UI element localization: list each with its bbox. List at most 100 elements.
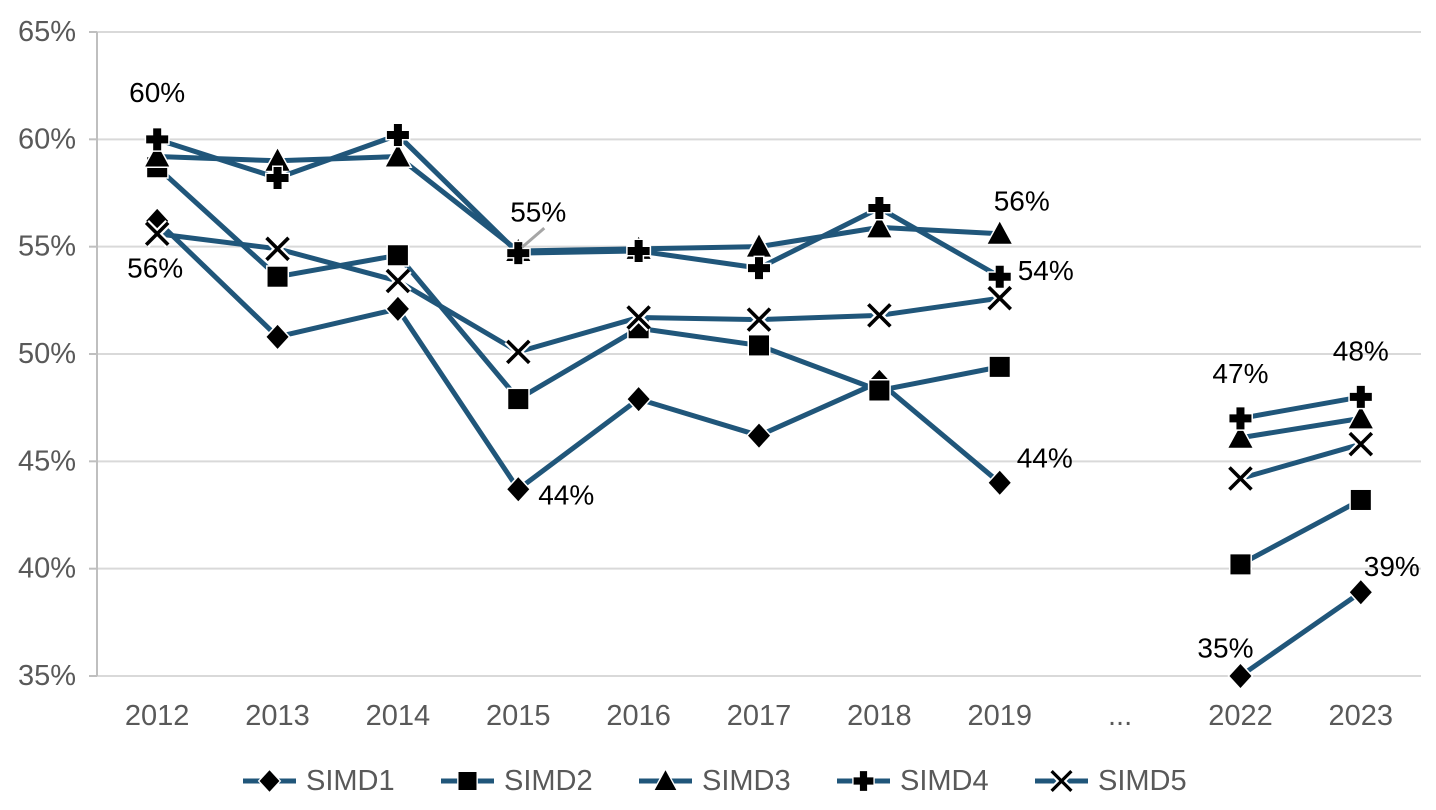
- square-marker-icon: [1228, 552, 1252, 576]
- x-marker-icon: [505, 339, 531, 365]
- series-line-simd3: [1240, 415, 1362, 441]
- square-marker-icon: [747, 333, 771, 357]
- legend-item-simd4: SIMD4: [837, 765, 989, 797]
- triangle-marker-icon: [864, 212, 894, 239]
- x-marker-icon: [265, 236, 290, 262]
- triangle-marker-icon: [985, 218, 1015, 246]
- y-axis-labels: 65% 60% 55% 50% 45% 40% 35%: [18, 16, 76, 692]
- diamond-marker-icon: [505, 475, 532, 504]
- x-marker-icon: [1228, 466, 1253, 491]
- diamond-marker-icon: [257, 768, 282, 794]
- square-marker-icon: [386, 243, 410, 267]
- plus-marker-icon: [987, 264, 1013, 290]
- diamond-marker-icon: [745, 421, 773, 450]
- triangle-marker-icon: [652, 767, 679, 792]
- square-marker-icon: [266, 265, 290, 289]
- legend: SIMD1 SIMD2 SIMD3 SIMD4 SIMD5: [243, 765, 1187, 797]
- data-label: 39%: [1364, 551, 1420, 582]
- x-axis-tick-label: 2016: [606, 700, 671, 732]
- series-line-simd1: [155, 219, 1002, 492]
- x-marker-icon: [626, 305, 651, 330]
- triangle-marker-icon: [383, 141, 413, 169]
- diamond-marker-icon: [384, 294, 411, 324]
- y-axis-tick-label: 35%: [18, 660, 76, 692]
- series-line-simd2: [155, 165, 1001, 402]
- legend-item-simd2: SIMD2: [441, 765, 593, 797]
- x-marker-icon: [746, 307, 772, 332]
- plus-marker-icon: [265, 165, 291, 191]
- legend-label: SIMD5: [1098, 765, 1187, 797]
- series-line-simd2: [1239, 497, 1362, 567]
- data-label: 35%: [1197, 633, 1253, 664]
- x-marker-icon: [1348, 431, 1374, 457]
- x-axis-tick-label: 2023: [1329, 700, 1394, 732]
- data-label: 54%: [1018, 255, 1074, 286]
- triangle-marker-icon: [1225, 422, 1255, 450]
- triangle-marker-icon: [1346, 403, 1376, 430]
- data-label: 56%: [127, 252, 183, 283]
- square-marker-icon: [1349, 488, 1373, 512]
- series-simd4: [144, 122, 1374, 431]
- legend-label: SIMD2: [504, 765, 593, 797]
- data-label: 47%: [1212, 358, 1268, 389]
- series-simd2: [145, 155, 1373, 576]
- series-simd5: [143, 219, 1375, 493]
- data-label: 56%: [994, 185, 1050, 216]
- series-simd1: [144, 206, 1374, 691]
- y-axis-tick-label: 55%: [18, 231, 76, 263]
- legend-item-simd3: SIMD3: [639, 765, 791, 797]
- plus-marker-icon: [746, 255, 772, 281]
- series-line-simd4: [156, 132, 1001, 279]
- square-marker-icon: [867, 378, 891, 402]
- series-line-simd5: [156, 231, 1001, 355]
- data-label: 55%: [510, 197, 566, 228]
- x-axis-tick-label: 2022: [1208, 700, 1273, 732]
- legend-item-simd1: SIMD1: [243, 765, 395, 797]
- square-marker-icon: [988, 355, 1012, 379]
- legend-label: SIMD1: [306, 765, 395, 797]
- x-marker-icon: [987, 285, 1013, 311]
- legend-label: SIMD4: [900, 765, 989, 797]
- y-axis-tick-label: 65%: [18, 16, 76, 48]
- x-axis-tick-label: 2018: [847, 700, 912, 732]
- plus-marker-icon: [385, 122, 411, 148]
- y-axis-tick-label: 40%: [18, 553, 76, 585]
- x-marker-icon: [144, 221, 170, 247]
- series-simd3: [142, 141, 1376, 450]
- legend-label: SIMD3: [702, 765, 791, 797]
- series-line-simd4: [1240, 394, 1362, 421]
- diamond-marker-icon: [1227, 661, 1254, 691]
- x-axis-tick-label: 2014: [366, 700, 431, 732]
- x-axis-tick-label: 2015: [486, 700, 551, 732]
- legend-item-simd5: SIMD5: [1035, 765, 1187, 797]
- x-marker-icon: [1050, 769, 1073, 793]
- y-axis-tick-label: 50%: [18, 338, 76, 370]
- x-axis-tick-label: 2012: [125, 700, 190, 732]
- x-marker-icon: [867, 303, 892, 328]
- data-label: 48%: [1333, 335, 1389, 366]
- square-marker-icon: [457, 770, 478, 792]
- triangle-marker-icon: [142, 141, 172, 169]
- diamond-marker-icon: [625, 384, 652, 414]
- plus-marker-icon: [144, 126, 170, 152]
- diamond-marker-icon: [986, 468, 1013, 498]
- x-axis-tick-label: 2013: [245, 700, 310, 732]
- series-line-simd1: [1239, 590, 1363, 679]
- plus-marker-icon: [626, 238, 652, 264]
- x-axis-tick-label: ...: [1108, 700, 1132, 732]
- plus-marker-icon: [1227, 405, 1253, 431]
- plus-marker-icon: [866, 195, 892, 221]
- x-marker-icon: [385, 268, 411, 294]
- label-leader-line: [521, 226, 546, 249]
- square-marker-icon: [506, 387, 530, 411]
- plus-marker-icon: [852, 769, 875, 793]
- x-axis-labels: 2012 2013 2014 2015 2016 2017 2018 2019... 2022 2…: [125, 700, 1393, 732]
- series-line-simd5: [1239, 441, 1362, 481]
- x-axis-tick-label: 2019: [967, 700, 1032, 732]
- plus-marker-icon: [1348, 384, 1374, 410]
- data-labels: 60% 56% 55% 44% 56% 54% 44% 47% 35% 48% 39%: [127, 77, 1420, 664]
- data-label: 60%: [129, 77, 185, 108]
- y-axis-tick-label: 60%: [18, 123, 76, 155]
